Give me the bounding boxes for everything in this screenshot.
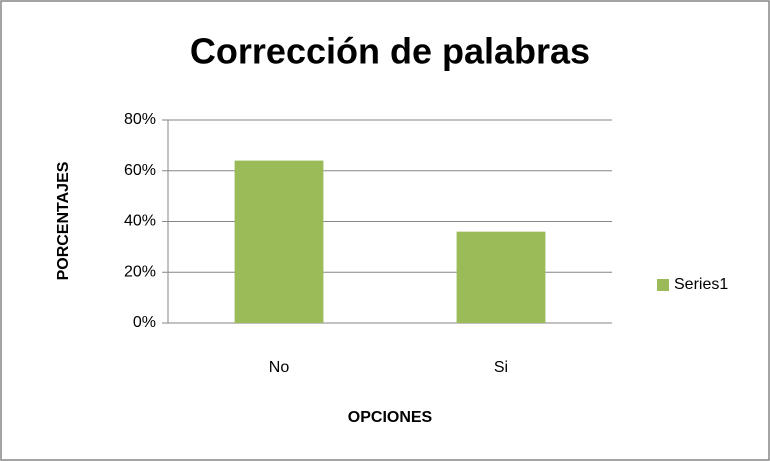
y-tick-label: 0% xyxy=(133,314,156,331)
y-axis-title: PORCENTAJES xyxy=(55,161,72,280)
y-tick-label: 20% xyxy=(124,263,156,280)
x-tick-label: Si xyxy=(494,359,508,376)
legend-swatch xyxy=(657,279,669,291)
x-axis-title: OPCIONES xyxy=(348,409,433,426)
bar xyxy=(234,160,324,323)
x-tick-label: No xyxy=(269,359,290,376)
legend-label: Series1 xyxy=(674,276,728,293)
y-tick-label: 40% xyxy=(124,213,156,230)
bar xyxy=(456,231,546,323)
y-tick-label: 80% xyxy=(124,111,156,128)
chart-title: Corrección de palabras xyxy=(190,31,590,72)
y-tick-label: 60% xyxy=(124,162,156,179)
